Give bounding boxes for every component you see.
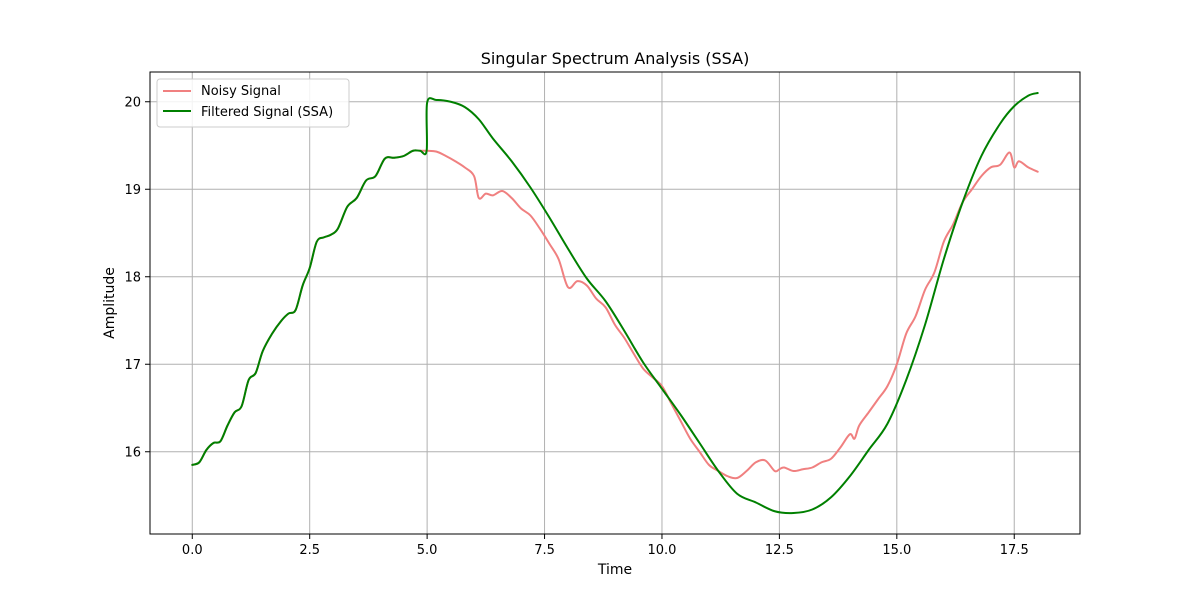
x-tick-label: 5.0 — [417, 543, 438, 558]
legend-label-noisy-signal: Noisy Signal — [201, 84, 281, 99]
plot-frame — [149, 71, 1081, 535]
y-axis: 16 17 18 19 20 — [124, 95, 150, 460]
x-axis: 0.0 2.5 5.0 7.5 10.0 12.5 15.0 17.5 — [182, 534, 1029, 558]
y-tick-label: 18 — [124, 270, 141, 285]
x-tick-label: 10.0 — [647, 543, 676, 558]
x-axis-label: Time — [597, 562, 632, 578]
y-axis-label: Amplitude — [102, 267, 118, 339]
grid — [150, 72, 1080, 534]
x-tick-label: 17.5 — [1000, 543, 1029, 558]
series-line-filtered-signal — [191, 92, 1039, 515]
x-tick-label: 15.0 — [882, 543, 911, 558]
chart-title: Singular Spectrum Analysis (SSA) — [481, 49, 750, 68]
y-tick-label: 17 — [124, 358, 141, 373]
x-tick-label: 7.5 — [534, 543, 555, 558]
x-tick-label: 2.5 — [299, 543, 320, 558]
legend-label-filtered-signal: Filtered Signal (SSA) — [201, 105, 333, 120]
legend: Noisy Signal Filtered Signal (SSA) — [156, 78, 350, 128]
y-tick-label: 20 — [124, 95, 141, 110]
legend-box — [156, 78, 350, 128]
series-group — [191, 92, 1039, 515]
x-tick-label: 12.5 — [765, 543, 794, 558]
y-tick-label: 16 — [124, 445, 141, 460]
y-tick-label: 19 — [124, 183, 141, 198]
x-tick-label: 0.0 — [182, 543, 203, 558]
